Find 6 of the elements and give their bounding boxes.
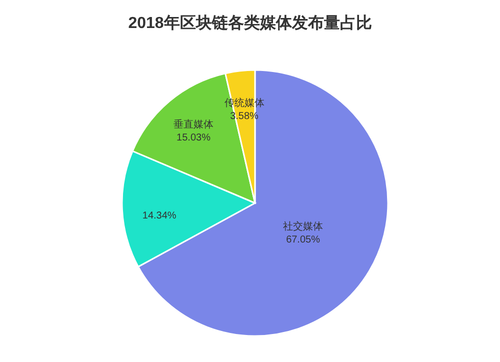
data-label: 15.03% [176,132,211,144]
slice-label: 社交媒体 [283,220,324,233]
slice-label: 垂直媒体 [174,118,214,131]
data-label: 67.05% [286,234,320,246]
chart-title: 2018年区块链各类媒体发布量占比 [128,14,372,32]
data-label: 14.34% [142,210,176,222]
